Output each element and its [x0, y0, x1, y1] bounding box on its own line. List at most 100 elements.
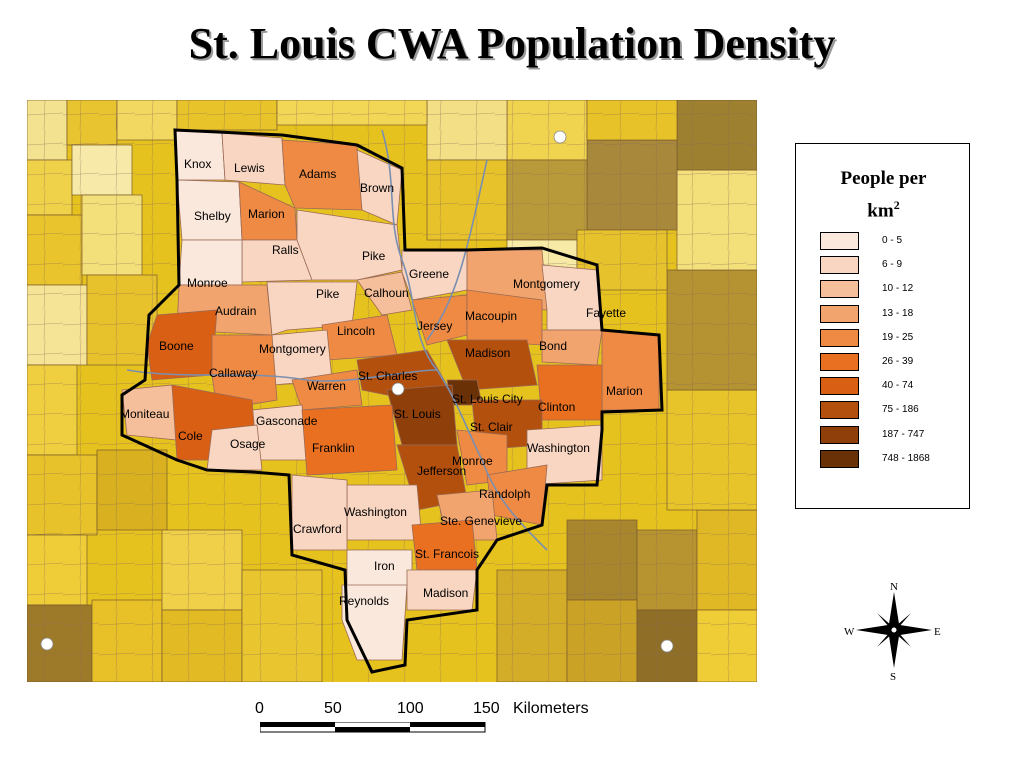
- county-label: Franklin: [312, 441, 355, 455]
- county-label: Callaway: [209, 366, 258, 380]
- county-label: Marion: [248, 207, 285, 221]
- county-crawford: [291, 474, 348, 551]
- county-label: Ste. Genevieve: [440, 514, 522, 528]
- county-fayette: [541, 264, 603, 331]
- legend-item: 40 - 74: [820, 377, 960, 397]
- county-label: Jefferson: [417, 464, 466, 478]
- county-label: Greene: [409, 267, 449, 281]
- legend-swatch: [820, 377, 859, 396]
- county-label: Madison: [465, 346, 510, 360]
- legend-swatch: [820, 449, 859, 468]
- county-calhoun: [356, 271, 413, 316]
- scale-bar: 0 50 100 150 Kilometers: [240, 700, 640, 740]
- legend-item: 19 - 25: [820, 328, 960, 349]
- scale-bar-graphic: [260, 722, 486, 733]
- compass-needle-west: [856, 625, 894, 635]
- county-label: Marion: [606, 384, 643, 398]
- county-label: Warren: [307, 379, 346, 393]
- rivers: [126, 129, 548, 551]
- legend-swatch: [820, 425, 859, 444]
- compass-needle-south: [889, 630, 899, 668]
- county-knox: [174, 129, 226, 181]
- county-label: Clinton: [538, 400, 575, 414]
- legend-label: 6 - 9: [882, 259, 903, 271]
- legend-item: 26 - 39: [820, 353, 960, 373]
- compass-needle-north: [889, 592, 899, 630]
- scale-unit: Kilometers: [513, 700, 589, 717]
- legend-item: 6 - 9: [820, 256, 960, 276]
- legend-label: 13 - 18: [882, 307, 914, 319]
- county-franklin: [301, 404, 398, 476]
- legend-title-line1: People per: [840, 168, 927, 189]
- county-lewis: [221, 132, 286, 186]
- county-label: Washington: [344, 505, 407, 519]
- county-label: Audrain: [215, 304, 256, 318]
- county-osage: [206, 424, 263, 471]
- county-label: Montgomery: [513, 277, 580, 291]
- county-label: Madison: [423, 586, 468, 600]
- legend-label: 187 - 747: [882, 428, 925, 440]
- county-label: Lewis: [234, 161, 265, 175]
- legend-swatch: [820, 401, 859, 420]
- county-label: Calhoun: [364, 286, 409, 300]
- legend-swatch: [820, 304, 859, 323]
- cwa-boundary: [120, 128, 664, 674]
- compass-s-label: S: [890, 671, 896, 683]
- county-label: Gasconade: [256, 414, 318, 428]
- county-label: Iron: [374, 559, 395, 573]
- population-density-map: Knox Lewis Adams Brown Shelby Marion Ral…: [27, 100, 757, 682]
- compass-needle-east: [894, 625, 932, 635]
- legend-label: 19 - 25: [882, 331, 914, 343]
- county-label: Monroe: [452, 454, 493, 468]
- legend-swatch: [820, 280, 859, 299]
- legend-label: 748 - 1868: [882, 452, 930, 464]
- legend-item: 748 - 1868: [820, 449, 960, 470]
- legend-swatch: [820, 256, 859, 275]
- legend-swatch: [820, 353, 859, 371]
- scale-tick-0: 0: [255, 700, 264, 717]
- county-label: Osage: [230, 437, 266, 451]
- legend-title: People per km2: [796, 166, 971, 224]
- county-label: St. Louis: [394, 407, 441, 421]
- county-label: Fayette: [586, 306, 626, 320]
- county-label: St. Charles: [358, 369, 417, 383]
- county-label: Brown: [360, 181, 394, 195]
- county-label: Boone: [159, 339, 194, 353]
- scale-tick-50: 50: [324, 700, 342, 717]
- county-label: Jersey: [417, 319, 452, 333]
- compass-rose: N S E W: [844, 581, 941, 683]
- county-label: Cole: [178, 429, 203, 443]
- legend-title-superscript: 2: [893, 198, 900, 212]
- county-label: St. Francois: [415, 547, 479, 561]
- legend-label: 75 - 186: [882, 404, 919, 416]
- county-label: Shelby: [194, 209, 231, 223]
- legend-item: 75 - 186: [820, 401, 960, 421]
- legend: People per km2 0 - 5 6 - 9 10 - 12 13 - 18 1…: [795, 143, 970, 509]
- county-label: Ralls: [272, 243, 299, 257]
- county-label: Washington: [527, 441, 590, 455]
- county-label: Bond: [539, 339, 567, 353]
- county-label: St. Clair: [470, 420, 513, 434]
- county-label: Adams: [299, 167, 336, 181]
- city-markers: [40, 130, 674, 653]
- compass-w-label: W: [844, 626, 855, 638]
- map-title: St. Louis CWA Population Density: [188, 19, 836, 68]
- county-marion-il: [601, 329, 660, 411]
- legend-title-line2: km: [867, 200, 894, 222]
- compass-n-label: N: [890, 581, 898, 593]
- county-label: Pike: [316, 287, 340, 301]
- county-label: Knox: [184, 157, 211, 171]
- county-labels: Knox Lewis Adams Brown Shelby Marion Ral…: [120, 157, 643, 608]
- scale-tick-150: 150: [473, 700, 500, 717]
- legend-label: 0 - 5: [882, 235, 903, 246]
- county-pike-mo: [266, 281, 358, 336]
- county-label: Randolph: [479, 487, 530, 501]
- compass-e-label: E: [934, 626, 941, 638]
- county-label: Lincoln: [337, 324, 375, 338]
- cwa-counties: [121, 129, 660, 661]
- legend-item: 13 - 18: [820, 304, 960, 325]
- county-label: St. Louis City: [452, 392, 523, 406]
- county-label: Reynolds: [339, 594, 389, 608]
- county-label: Crawford: [293, 522, 342, 536]
- county-madison-il: [446, 339, 538, 391]
